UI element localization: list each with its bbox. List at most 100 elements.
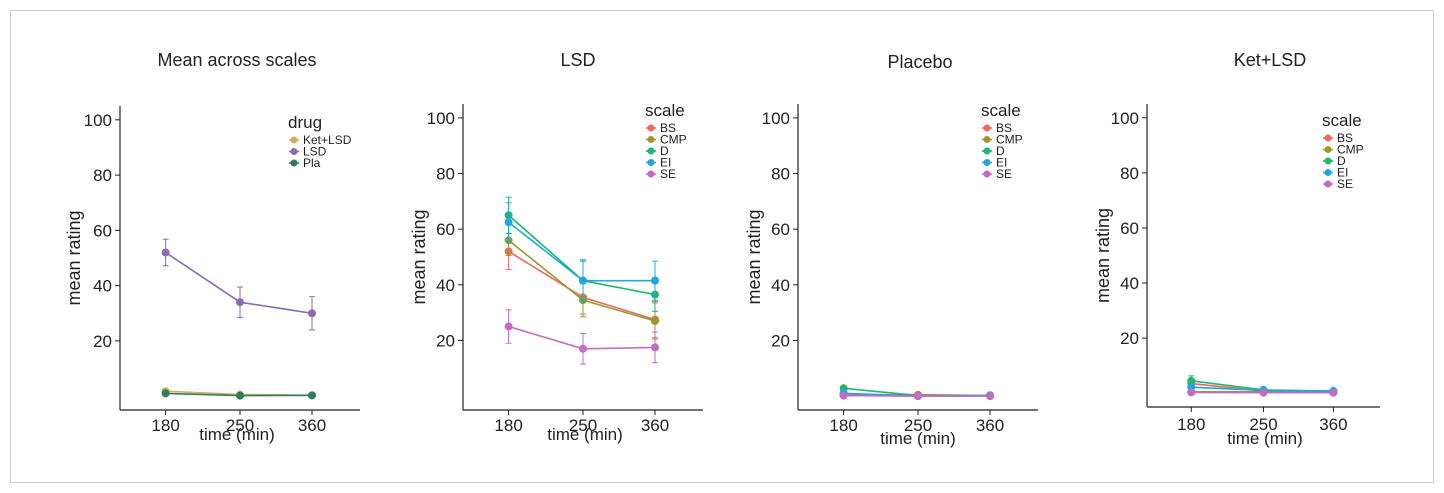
y-tick-label: 80 [771, 165, 790, 184]
data-point [1259, 388, 1268, 397]
y-tick-label: 60 [436, 220, 455, 239]
legend-key-dot [983, 147, 991, 155]
x-tick-label: 250 [1249, 415, 1277, 434]
legend-item-label: BS [660, 121, 676, 135]
series-bs [504, 232, 659, 339]
y-tick-label: 20 [436, 331, 455, 350]
legend-item-label: Ket+LSD [303, 133, 352, 147]
y-tick-label: 100 [84, 111, 112, 130]
panel-title: Placebo [887, 52, 952, 72]
panel-2: Placebo 20 40 60 80 100 180 250 360 time (min) mea… [744, 52, 1038, 448]
x-tick-label: 360 [1319, 415, 1347, 434]
y-tick-label: 20 [93, 332, 112, 351]
x-tick-label: 250 [569, 416, 597, 435]
x-tick-label: 250 [904, 416, 932, 435]
legend-item-label: EI [996, 156, 1007, 170]
y-tick-label: 100 [762, 109, 790, 128]
y-axis-label: mean rating [1093, 208, 1113, 303]
legend-item-label: CMP [660, 133, 687, 147]
data-point [161, 389, 170, 398]
y-axis-label: mean rating [64, 210, 84, 305]
y-tick-label: 40 [436, 276, 455, 295]
x-tick-label: 180 [151, 416, 179, 435]
y-tick-label: 20 [771, 331, 790, 350]
legend-item-label: LSD [303, 145, 327, 159]
y-tick-label: 40 [93, 277, 112, 296]
legend-item-label: SE [996, 167, 1012, 181]
x-tick-label: 360 [641, 416, 669, 435]
y-tick-label: 60 [1120, 219, 1139, 238]
data-point [161, 248, 170, 257]
data-point [579, 344, 587, 353]
legend-item-label: Pla [303, 156, 321, 170]
y-tick-label: 80 [93, 166, 112, 185]
legend-key-dot [290, 148, 298, 155]
panel-title: Ket+LSD [1234, 50, 1307, 70]
panel-title: Mean across scales [157, 50, 316, 70]
legend-key-dot [647, 136, 655, 143]
legend-key-dot [1324, 169, 1332, 176]
y-tick-label: 40 [1120, 274, 1139, 293]
legend-key-dot [1324, 134, 1332, 142]
legend-item-label: EI [1337, 166, 1348, 180]
data-point [839, 391, 848, 400]
x-axis-label: time (min) [199, 425, 275, 444]
legend-key-dot [647, 147, 655, 155]
data-point [914, 392, 922, 401]
x-axis-label: time (min) [880, 429, 956, 448]
x-axis-label: time (min) [547, 425, 623, 444]
figure-frame [10, 10, 1434, 483]
legend-item-label: BS [996, 121, 1012, 135]
legend-key-dot [983, 124, 991, 132]
legend-key-dot [290, 136, 298, 144]
data-point [986, 392, 994, 401]
series-pla [161, 389, 316, 400]
legend-item-label: CMP [1337, 143, 1364, 157]
data-point [1187, 376, 1196, 385]
data-point [504, 322, 513, 331]
legend-key-dot [983, 159, 991, 166]
legend-key-dot [983, 136, 991, 143]
panel-title: LSD [560, 50, 595, 70]
y-axis-label: mean rating [744, 209, 764, 304]
legend-item-label: SE [660, 167, 676, 181]
series-se [1187, 388, 1338, 397]
y-tick-label: 20 [1120, 329, 1139, 348]
data-point [651, 343, 659, 352]
x-tick-label: 360 [976, 416, 1004, 435]
y-tick-label: 40 [771, 276, 790, 295]
x-axis-label: time (min) [1227, 429, 1303, 448]
series-lsd [161, 238, 316, 331]
series-ei [504, 202, 659, 303]
y-tick-label: 60 [771, 220, 790, 239]
series-line [508, 221, 655, 282]
data-point [579, 276, 587, 285]
series-se [504, 309, 659, 365]
legend-item-label: D [1337, 154, 1346, 168]
data-point [236, 298, 244, 307]
legend-title: drug [288, 113, 322, 132]
y-tick-label: 100 [427, 109, 455, 128]
panel-3: Ket+LSD 20 40 60 80 100 180 250 360 time (min) mea… [1093, 50, 1380, 448]
legend-title: scale [645, 101, 685, 120]
legend-key-dot [647, 159, 655, 166]
legend-item-label: BS [1337, 131, 1353, 145]
y-tick-label: 80 [1120, 164, 1139, 183]
legend-key-dot [290, 159, 298, 167]
legend-title: scale [981, 101, 1021, 120]
data-point [308, 391, 316, 400]
series-se [839, 391, 994, 401]
legend-key-dot [983, 170, 991, 178]
legend-key-dot [1324, 146, 1332, 153]
legend-item-label: CMP [996, 133, 1023, 147]
legend-title: scale [1322, 111, 1362, 130]
legend-item-label: EI [660, 156, 671, 170]
data-point [651, 316, 659, 325]
x-tick-label: 180 [1177, 415, 1205, 434]
data-point [1329, 388, 1338, 397]
x-tick-label: 180 [494, 416, 522, 435]
